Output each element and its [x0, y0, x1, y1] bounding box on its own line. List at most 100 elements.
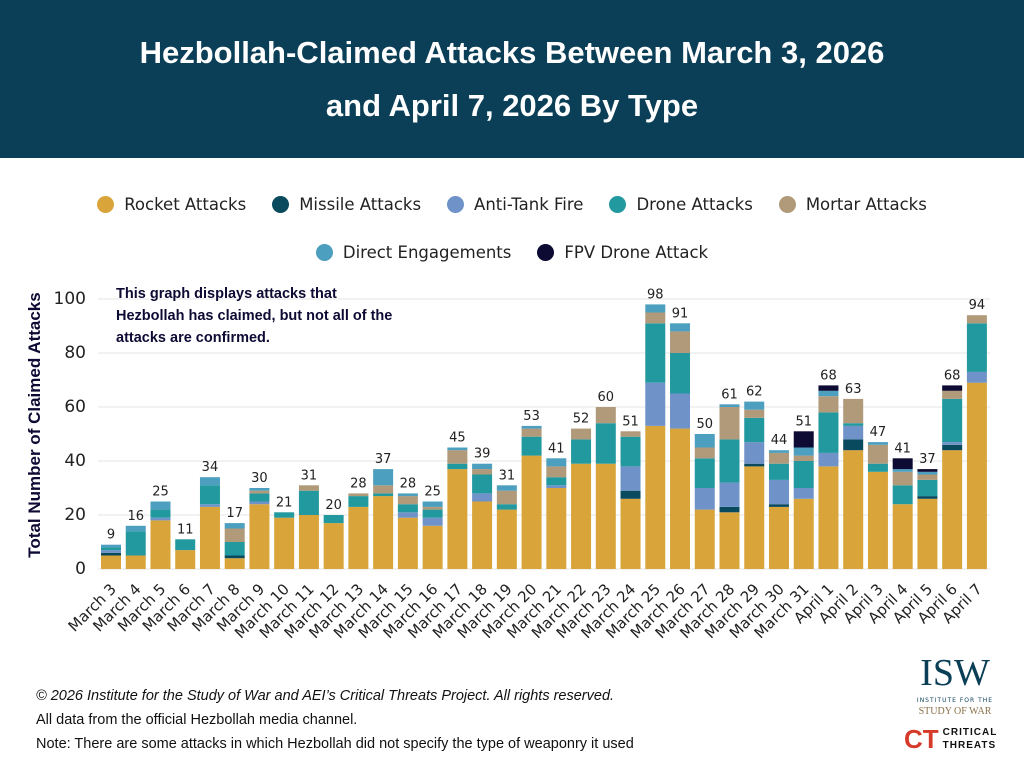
- bar-segment-rocket-attacks: [818, 466, 839, 569]
- ct-logo-line2: THREATS: [942, 740, 997, 751]
- bar-segment-rocket-attacks: [125, 555, 146, 569]
- bar-segment-mortar-attacks: [373, 485, 394, 494]
- footer-source: All data from the official Hezbollah med…: [36, 712, 358, 728]
- legend-swatch: [537, 244, 555, 261]
- bar-segment-rocket-attacks: [744, 466, 765, 569]
- bar-segment-anti-tank-fire: [818, 452, 839, 467]
- bar-segment-drone-attacks: [125, 531, 146, 556]
- bar-segment-rocket-attacks: [422, 525, 443, 569]
- bar-total-label: 47: [870, 425, 887, 440]
- bar-total-label: 9: [107, 528, 115, 543]
- bar-segment-anti-tank-fire: [546, 485, 567, 488]
- bar-segment-mortar-attacks: [397, 496, 418, 505]
- bar-total-label: 62: [746, 385, 763, 400]
- bar-segment-mortar-attacks: [571, 428, 592, 440]
- bar-total-label: 51: [622, 414, 639, 429]
- legend-swatch: [447, 196, 465, 213]
- bar-segment-rocket-attacks: [472, 501, 493, 569]
- bar-segment-drone-attacks: [274, 512, 295, 518]
- bar-segment-rocket-attacks: [199, 506, 220, 569]
- bar-segment-anti-tank-fire: [843, 425, 864, 440]
- bar-segment-rocket-attacks: [867, 471, 888, 569]
- bar-segment-mortar-attacks: [744, 409, 765, 418]
- bar-total-label: 63: [845, 382, 862, 397]
- legend-item-fpv-drone-attack: FPV Drone Attack: [537, 243, 708, 262]
- bar-segment-fpv-drone-attack: [942, 385, 963, 391]
- bar-total-label: 25: [424, 485, 441, 500]
- bar-segment-mortar-attacks: [768, 452, 789, 464]
- bar-segment-drone-attacks: [546, 477, 567, 486]
- bar-total-label: 45: [449, 431, 466, 446]
- bar-segment-drone-attacks: [101, 547, 121, 551]
- legend-row-1: Rocket Attacks Missile Attacks Anti-Tank F…: [0, 195, 1024, 214]
- bar-segment-rocket-attacks: [843, 450, 864, 569]
- bar-segment-mortar-attacks: [472, 469, 493, 475]
- bar-total-label: 51: [795, 414, 812, 429]
- bar-segment-drone-attacks: [373, 493, 394, 497]
- bar-total-label: 37: [919, 452, 936, 467]
- bar-segment-drone-attacks: [694, 458, 715, 488]
- legend-item-drone-attacks: Drone Attacks: [609, 195, 753, 214]
- bar-segment-direct-engagements: [496, 485, 517, 491]
- bar-segment-drone-attacks: [670, 353, 691, 394]
- bar-total-label: 98: [647, 287, 664, 302]
- bar-segment-drone-attacks: [472, 474, 493, 494]
- bar-segment-direct-engagements: [249, 488, 270, 491]
- bar-segment-mortar-attacks: [942, 390, 963, 399]
- bar-segment-drone-attacks: [892, 485, 913, 505]
- bar-segment-direct-engagements: [793, 447, 814, 456]
- bar-segment-mortar-attacks: [595, 407, 616, 424]
- legend-item-anti-tank-fire: Anti-Tank Fire: [447, 195, 583, 214]
- bar-segment-drone-attacks: [867, 463, 888, 472]
- bar-segment-missile-attacks: [942, 444, 963, 451]
- bar-segment-drone-attacks: [719, 439, 740, 483]
- bar-segment-mortar-attacks: [521, 428, 542, 437]
- bar-total-label: 39: [474, 447, 491, 462]
- bar-segment-rocket-attacks: [793, 498, 814, 569]
- bar-segment-mortar-attacks: [422, 506, 443, 510]
- bar-segment-mortar-attacks: [670, 331, 691, 353]
- bar-total-label: 31: [499, 468, 516, 483]
- bar-segment-anti-tank-fire: [719, 482, 740, 507]
- bar-segment-drone-attacks: [818, 412, 839, 453]
- bar-segment-missile-attacks: [620, 490, 641, 499]
- chart-annotation: This graph displays attacks that Hezboll…: [116, 286, 393, 346]
- bar-segment-rocket-attacks: [373, 496, 394, 569]
- bar-segment-direct-engagements: [867, 442, 888, 445]
- bar-segment-mortar-attacks: [694, 447, 715, 459]
- bar-segment-rocket-attacks: [892, 504, 913, 569]
- legend-label: FPV Drone Attack: [564, 243, 709, 262]
- legend-swatch: [609, 196, 627, 213]
- legend-label: Drone Attacks: [636, 195, 753, 214]
- legend-item-direct-engagements: Direct Engagements: [315, 243, 511, 262]
- bar-segment-drone-attacks: [595, 423, 616, 464]
- bar-segment-rocket-attacks: [768, 506, 789, 569]
- bar-segment-drone-attacks: [447, 463, 468, 470]
- bar-segment-missile-attacks: [843, 439, 864, 451]
- bar-segment-rocket-attacks: [670, 428, 691, 569]
- bar-total-label: 25: [152, 485, 169, 500]
- bar-segment-drone-attacks: [620, 436, 641, 467]
- bar-segment-drone-attacks: [744, 417, 765, 443]
- bar-segment-drone-attacks: [175, 539, 196, 551]
- bar-segment-rocket-attacks: [323, 523, 344, 569]
- chart-title-line1: Hezbollah-Claimed Attacks Between March …: [139, 35, 885, 70]
- bar-segment-fpv-drone-attack: [793, 431, 814, 448]
- bar-segment-rocket-attacks: [224, 558, 245, 569]
- bar-segment-anti-tank-fire: [249, 501, 270, 505]
- bar-segment-direct-engagements: [719, 404, 740, 407]
- ct-logo-mark: CT: [904, 724, 939, 754]
- bar-segment-missile-attacks: [768, 504, 789, 507]
- bar-segment-direct-engagements: [101, 544, 121, 548]
- bar-segment-rocket-attacks: [101, 555, 121, 569]
- legend-label: Missile Attacks: [299, 195, 422, 214]
- legend-label: Rocket Attacks: [124, 195, 247, 214]
- bar-total-label: 50: [696, 417, 713, 432]
- legend-swatch: [778, 196, 796, 213]
- bar-segment-direct-engagements: [917, 471, 938, 475]
- bar-segment-anti-tank-fire: [768, 479, 789, 505]
- bar-segment-rocket-attacks: [150, 520, 171, 569]
- legend-item-mortar-attacks: Mortar Attacks: [778, 195, 927, 214]
- legend-item-missile-attacks: Missile Attacks: [272, 195, 421, 214]
- bar-segment-rocket-attacks: [942, 450, 963, 569]
